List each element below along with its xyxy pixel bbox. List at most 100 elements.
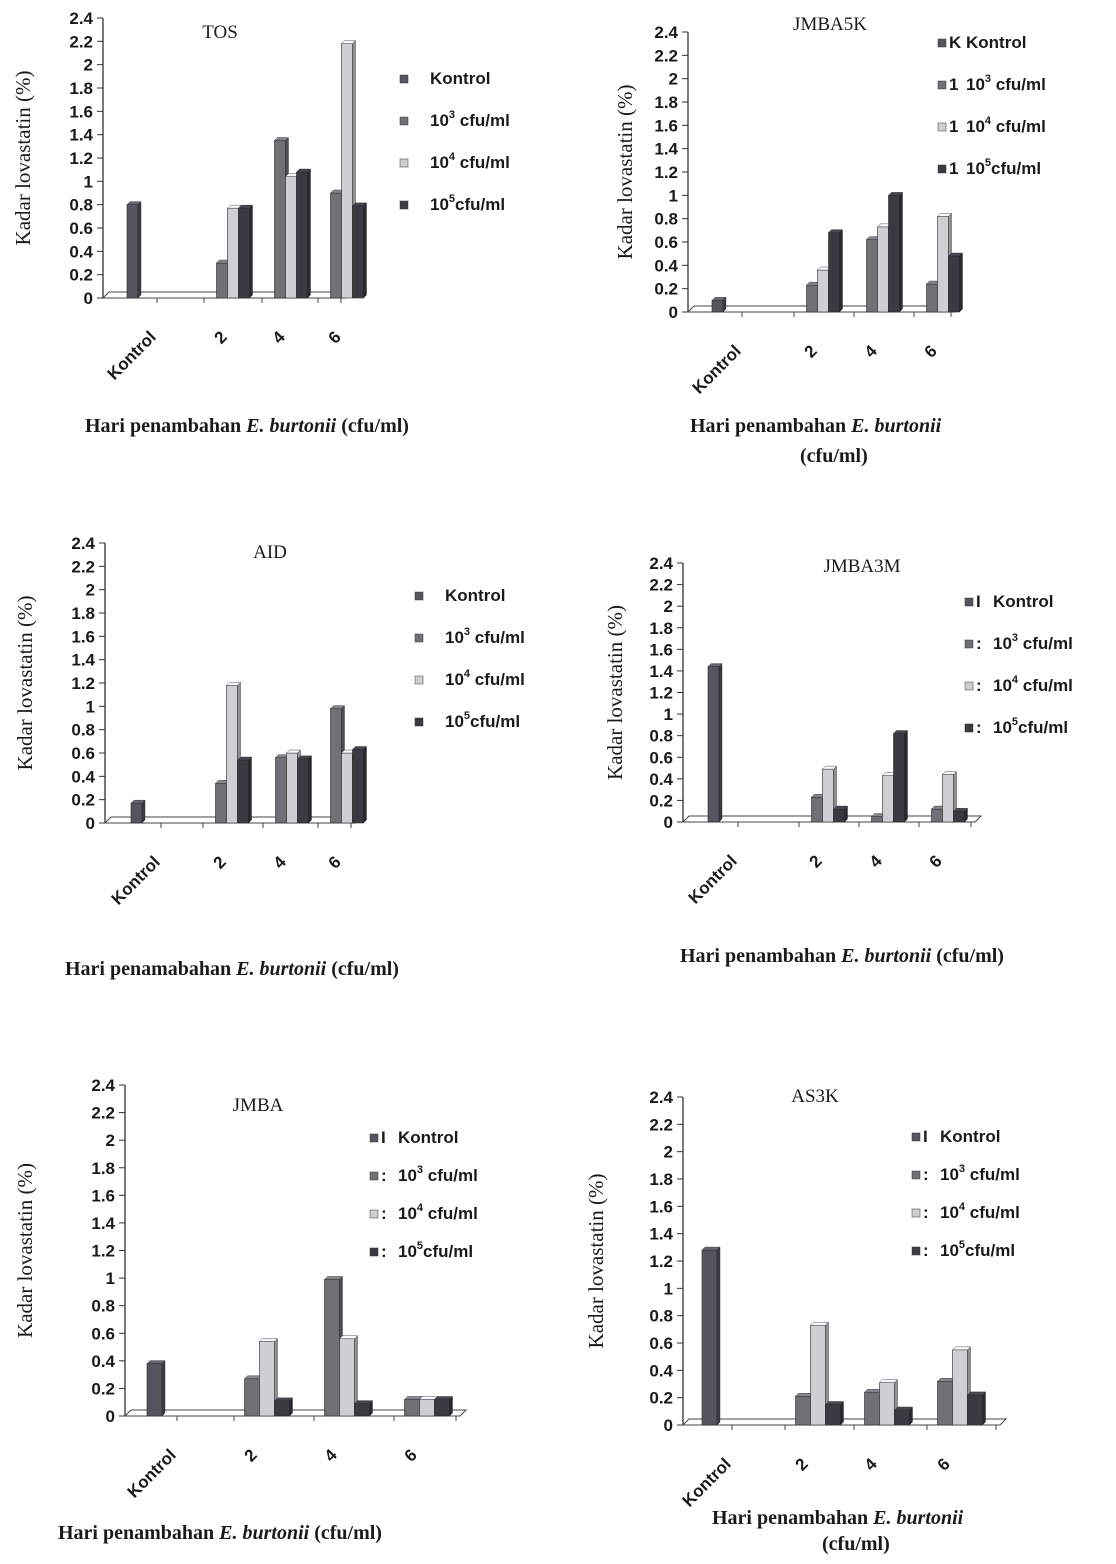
legend-entry: :104 cfu/ml: [964, 674, 1073, 695]
y-axis-label: Kadar lovastatin (%): [11, 71, 35, 246]
legend-marker: :: [976, 634, 982, 653]
y-tick-label: 0.6: [649, 1334, 673, 1353]
y-tick-label: 0.8: [69, 196, 93, 215]
legend-label: 105cfu/ml: [398, 1240, 473, 1261]
y-tick-label: 1.8: [69, 79, 93, 98]
legend-entry: 103 cfu/ml: [399, 109, 510, 130]
x-category-label: 6: [401, 1445, 421, 1465]
y-tick-label: 1.4: [649, 662, 673, 681]
legend-entry: :103 cfu/ml: [369, 1164, 478, 1185]
y-tick-label: 0.4: [71, 767, 95, 786]
legend-marker: :: [923, 1165, 929, 1184]
legend-label: Kontrol: [398, 1128, 458, 1147]
legend-label: Kontrol: [966, 33, 1026, 52]
legend-entry: I Kontrol: [964, 592, 1053, 611]
y-tick-label: 1.8: [649, 1170, 673, 1189]
legend-label: 105cfu/ml: [993, 716, 1068, 737]
bar: [354, 1400, 373, 1417]
y-tick-label: 0.4: [91, 1352, 115, 1371]
y-tick-label: 1: [86, 697, 95, 716]
y-axis-label: Kadar lovastatin (%): [613, 85, 637, 260]
x-category-label: Kontrol: [104, 327, 160, 383]
y-tick-label: 0.8: [649, 727, 673, 746]
y-tick-label: 1.2: [69, 149, 93, 168]
legend-entry: 103 cfu/ml: [414, 626, 525, 647]
bar: [434, 1395, 453, 1417]
y-tick-label: 2.4: [654, 23, 678, 42]
x-category-label: Kontrol: [108, 852, 164, 908]
y-tick-label: 0: [84, 289, 93, 308]
legend-entry: :103 cfu/ml: [911, 1163, 1020, 1184]
y-tick-label: 1: [664, 1279, 673, 1298]
y-axis-label: Kadar lovastatin (%): [13, 596, 37, 771]
chart-2: 0 0.2 0.4 0.6 0.8 1 1.2 1.4 1.6 1.8 2 2.2 2.4 Kontrol…: [13, 534, 525, 980]
chart-title: TOS: [202, 22, 238, 43]
y-tick-label: 2: [84, 56, 93, 75]
legend-entry: Kontrol: [399, 69, 490, 88]
x-category-label: Kontrol: [685, 851, 741, 907]
legend-marker: :: [381, 1204, 387, 1223]
legend-entry: Kontrol: [414, 586, 505, 605]
legend-entry: :103 cfu/ml: [964, 632, 1073, 653]
x-category-label: 2: [806, 851, 826, 871]
legend-label: 104 cfu/ml: [966, 115, 1046, 136]
y-tick-label: 1.6: [654, 116, 678, 135]
x-category-label: 4: [270, 852, 291, 873]
y-tick-label: 2.4: [91, 1076, 115, 1095]
y-tick-label: 0: [86, 814, 95, 833]
legend-entry: :105cfu/ml: [964, 716, 1068, 737]
bar: [893, 730, 908, 823]
y-tick-label: 0: [669, 303, 678, 322]
y-tick-label: 0.4: [649, 770, 673, 789]
x-category-label: 2: [792, 1454, 812, 1474]
y-tick-label: 1.2: [654, 163, 678, 182]
bar: [130, 799, 146, 824]
y-tick-label: 1.6: [649, 1197, 673, 1216]
y-tick-label: 0.2: [71, 791, 95, 810]
x-axis-label: Hari penambahan E. burtonii (cfu/ml): [712, 1507, 964, 1555]
x-axis-label: Hari penambahan E. burtonii (cfu/ml): [690, 415, 942, 467]
x-category-label: 2: [801, 341, 821, 361]
y-tick-label: 0.2: [654, 280, 678, 299]
y-tick-label: 2: [664, 597, 673, 616]
bar: [339, 1335, 358, 1417]
x-category-label: 4: [861, 341, 882, 362]
y-tick-label: 0: [664, 1416, 673, 1435]
x-category-label: 2: [210, 852, 230, 872]
legend-entry: 105cfu/ml: [414, 710, 520, 731]
bar: [967, 1391, 986, 1426]
y-tick-label: 2.2: [71, 557, 95, 576]
bar: [352, 746, 367, 824]
legend-label: 103 cfu/ml: [398, 1164, 478, 1185]
bar: [296, 168, 311, 299]
x-axis-label: Hari penambahan E. burtonii (cfu/ml): [680, 945, 1004, 967]
legend-marker: :: [976, 718, 982, 737]
legend-entry: 104 cfu/ml: [414, 668, 525, 689]
y-tick-label: 0.6: [649, 748, 673, 767]
bar: [707, 663, 723, 823]
y-tick-label: 1.6: [91, 1186, 115, 1205]
legend-entry: I Kontrol: [911, 1127, 1000, 1146]
bar: [146, 1360, 166, 1417]
bar: [711, 296, 727, 313]
chart-0: 0 0.2 0.4 0.6 0.8 1 1.2 1.4 1.6 1.8 2 2.2 2.4 Kontrol…: [11, 9, 510, 437]
y-tick-label: 1.2: [649, 684, 673, 703]
bar: [833, 805, 848, 823]
y-tick-label: 1.4: [649, 1225, 673, 1244]
bar: [259, 1338, 278, 1417]
y-tick-label: 2: [106, 1131, 115, 1150]
y-tick-label: 1.6: [649, 640, 673, 659]
legend-marker: 1: [949, 75, 958, 94]
legend-label: 103 cfu/ml: [993, 632, 1073, 653]
y-tick-label: 0.6: [71, 744, 95, 763]
y-tick-label: 2.2: [91, 1104, 115, 1123]
legend-entry: I Kontrol: [369, 1128, 458, 1147]
legend-label: 104 cfu/ml: [445, 668, 525, 689]
y-tick-label: 0.6: [654, 233, 678, 252]
y-tick-label: 2.4: [649, 554, 673, 573]
legend-label: Kontrol: [445, 586, 505, 605]
legend-entry: :104 cfu/ml: [369, 1202, 478, 1223]
chart-1: 0 0.2 0.4 0.6 0.8 1 1.2 1.4 1.6 1.8 2 2.2 2.4 Kontrol…: [613, 14, 1046, 467]
legend-entry: :105cfu/ml: [911, 1239, 1015, 1260]
y-tick-label: 1.8: [91, 1159, 115, 1178]
